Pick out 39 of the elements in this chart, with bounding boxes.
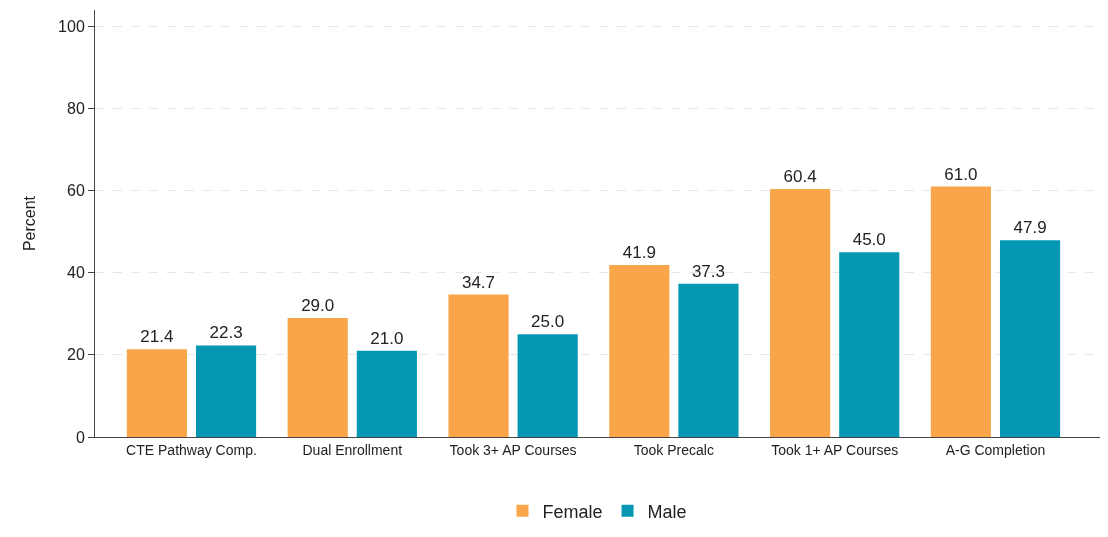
y-tick-label: 100: [58, 18, 85, 36]
y-tick-label: 60: [67, 182, 85, 200]
bar: [609, 264, 670, 437]
y-axis-title: Percent: [21, 195, 38, 252]
bar: [930, 186, 991, 437]
bar: [126, 349, 187, 437]
x-tick-label: Dual Enrollment: [302, 441, 403, 458]
bar: [770, 189, 831, 437]
data-label: 61.0: [944, 164, 978, 184]
data-label: 29.0: [301, 295, 335, 315]
bar: [195, 345, 257, 437]
data-label: 34.7: [461, 272, 496, 292]
y-tick-label: 80: [67, 100, 85, 118]
legend-label: Male: [647, 501, 687, 522]
data-label: 25.0: [531, 312, 565, 332]
y-tick-label: 40: [67, 264, 85, 282]
bar: [999, 240, 1061, 437]
data-label: 41.9: [622, 242, 656, 262]
legend-label: Female: [542, 501, 603, 522]
y-tick-label: 0: [75, 428, 85, 446]
data-label: 22.3: [209, 323, 243, 343]
data-label: 21.4: [140, 327, 174, 347]
x-tick-label: Took 1+ AP Courses: [771, 441, 899, 458]
bar: [839, 252, 900, 437]
data-label: 45.0: [852, 230, 886, 250]
bar: [287, 317, 348, 437]
data-label: 21.0: [370, 328, 404, 348]
x-tick-label: Took Precalc: [633, 441, 714, 458]
data-label: 60.4: [783, 167, 817, 187]
bar: [678, 283, 739, 437]
data-label: 37.3: [691, 261, 725, 281]
data-label: 47.9: [1013, 218, 1047, 238]
bar: [517, 334, 578, 437]
x-tick-label: CTE Pathway Comp.: [126, 441, 257, 458]
x-tick-label: A-G Completion: [945, 441, 1046, 458]
x-tick-label: Took 3+ AP Courses: [449, 441, 577, 458]
bar: [356, 350, 417, 437]
y-tick-label: 20: [67, 346, 85, 364]
bar: [448, 294, 509, 437]
